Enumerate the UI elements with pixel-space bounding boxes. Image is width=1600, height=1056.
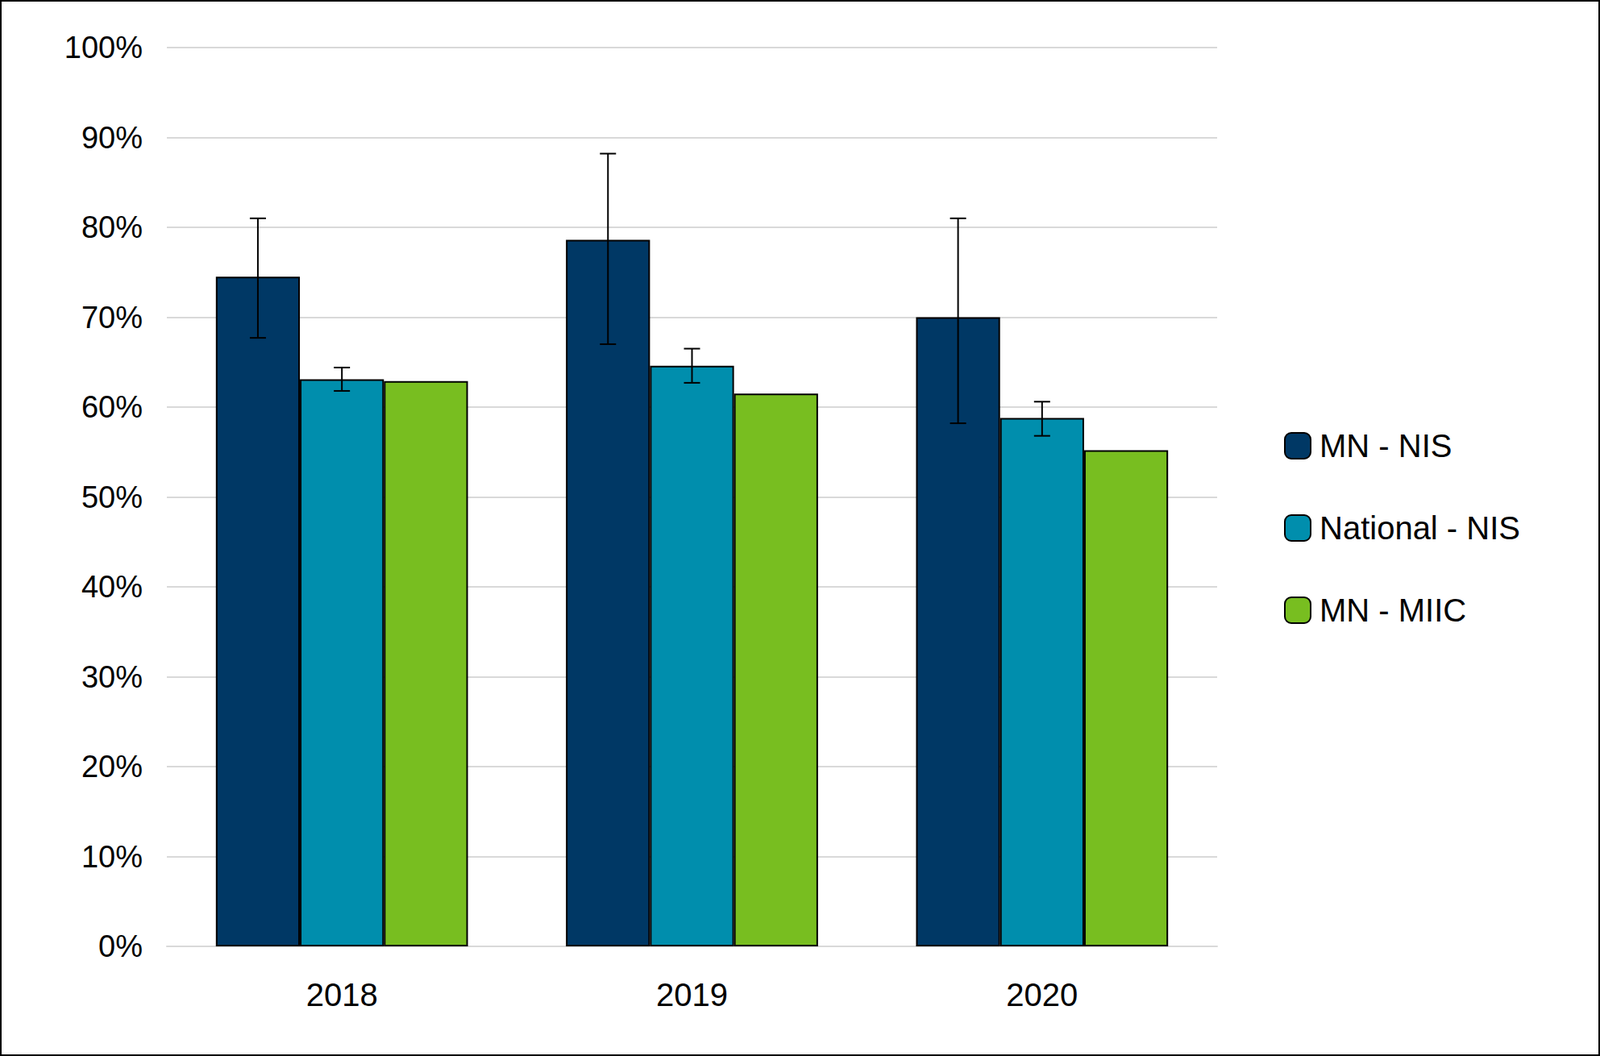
svg-text:2018: 2018 xyxy=(306,976,379,1013)
svg-text:2020: 2020 xyxy=(1005,976,1078,1013)
svg-text:90%: 90% xyxy=(81,120,143,155)
svg-text:30%: 30% xyxy=(81,660,143,695)
svg-text:10%: 10% xyxy=(81,839,143,874)
svg-text:2019: 2019 xyxy=(656,976,728,1013)
svg-text:60%: 60% xyxy=(81,390,143,424)
svg-text:20%: 20% xyxy=(81,749,143,784)
svg-text:National - NIS: National - NIS xyxy=(1319,510,1521,546)
svg-text:50%: 50% xyxy=(81,480,143,515)
svg-text:0%: 0% xyxy=(98,929,143,964)
svg-text:80%: 80% xyxy=(81,210,143,245)
svg-text:40%: 40% xyxy=(81,569,143,604)
svg-text:100%: 100% xyxy=(64,30,143,65)
svg-text:70%: 70% xyxy=(81,300,143,335)
svg-text:MN - NIS: MN - NIS xyxy=(1319,428,1452,464)
svg-text:MN - MIIC: MN - MIIC xyxy=(1319,592,1467,628)
